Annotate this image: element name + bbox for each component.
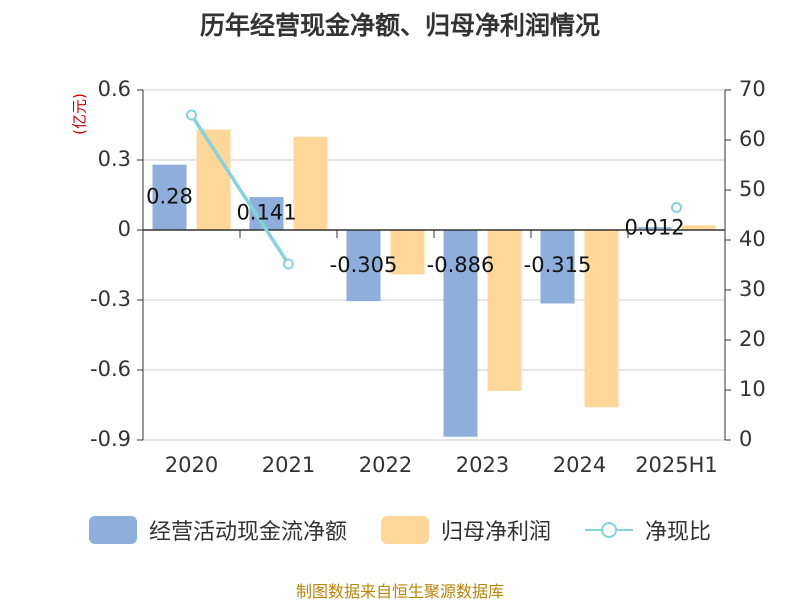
ratio-point [186,109,197,121]
x-tick-label: 2024 [553,453,606,477]
legend-label-net-profit: 归母净利润 [440,520,551,545]
legend-ratio-marker [601,522,617,538]
chart-legend: 经营活动现金流净额 归母净利润 净现比 [0,514,800,546]
y-right-tick-label: 40 [739,227,766,251]
bar-net-profit [584,230,619,408]
data-label-cash-flow: -0.305 [330,253,398,277]
y-left-tick-label: 0.3 [98,147,131,171]
ratio-point [283,258,294,270]
y-left-tick-label: -0.6 [90,357,131,381]
y-left-tick-label: -0.9 [90,427,131,451]
bar-cash-flow [152,164,187,230]
legend-item-cash-flow[interactable]: 经营活动现金流净额 [88,514,347,546]
data-label-cash-flow: 0.012 [624,216,684,240]
bar-net-profit [487,230,522,391]
legend-swatch-cash-flow [88,516,137,544]
y-left-unit-label: (亿元) [71,93,89,135]
x-tick-label: 2025H1 [635,453,718,477]
legend-label-cash-flow: 经营活动现金流净额 [148,520,347,545]
x-tick-label: 2021 [262,453,315,477]
bar-net-profit [196,129,231,230]
bar-net-profit [293,136,328,230]
legend-swatch-net-profit [380,516,429,544]
y-right-tick-label: 50 [739,177,766,201]
bar-cash-flow [637,227,672,230]
bar-cash-flow [540,230,575,304]
y-left-tick-label: -0.3 [90,287,131,311]
x-tick-label: 2022 [359,453,412,477]
y-right-tick-label: 10 [739,377,766,401]
legend-swatch-ratio [585,516,633,544]
bar-net-profit [681,225,716,230]
x-tick-label: 2023 [456,453,509,477]
data-label-cash-flow: 0.28 [146,184,193,208]
ratio-point [671,202,682,213]
legend-item-ratio[interactable]: 净现比 [585,514,711,546]
y-right-tick-label: 70 [739,77,766,101]
data-label-cash-flow: -0.315 [524,253,592,277]
legend-label-ratio: 净现比 [645,520,712,545]
y-right-tick-label: 30 [739,277,766,301]
y-right-tick-label: 20 [739,327,766,351]
source-note: 制图数据来自恒生聚源数据库 [295,582,504,601]
bar-cash-flow [346,230,381,302]
x-tick-label: 2020 [165,453,218,477]
y-left-tick-label: 0.6 [98,77,131,101]
ratio-line-segment [190,114,290,265]
bar-cash-flow [443,230,478,437]
legend-item-net-profit[interactable]: 归母净利润 [380,514,551,546]
y-right-tick-label: 60 [739,127,766,151]
chart-title: 历年经营现金净额、归母净利润情况 [199,11,600,40]
bar-net-profit [390,230,425,275]
y-left-tick-label: 0 [118,217,131,241]
data-label-cash-flow: 0.141 [236,201,296,225]
y-right-tick-label: 0 [739,427,752,451]
data-label-cash-flow: -0.886 [427,253,495,277]
